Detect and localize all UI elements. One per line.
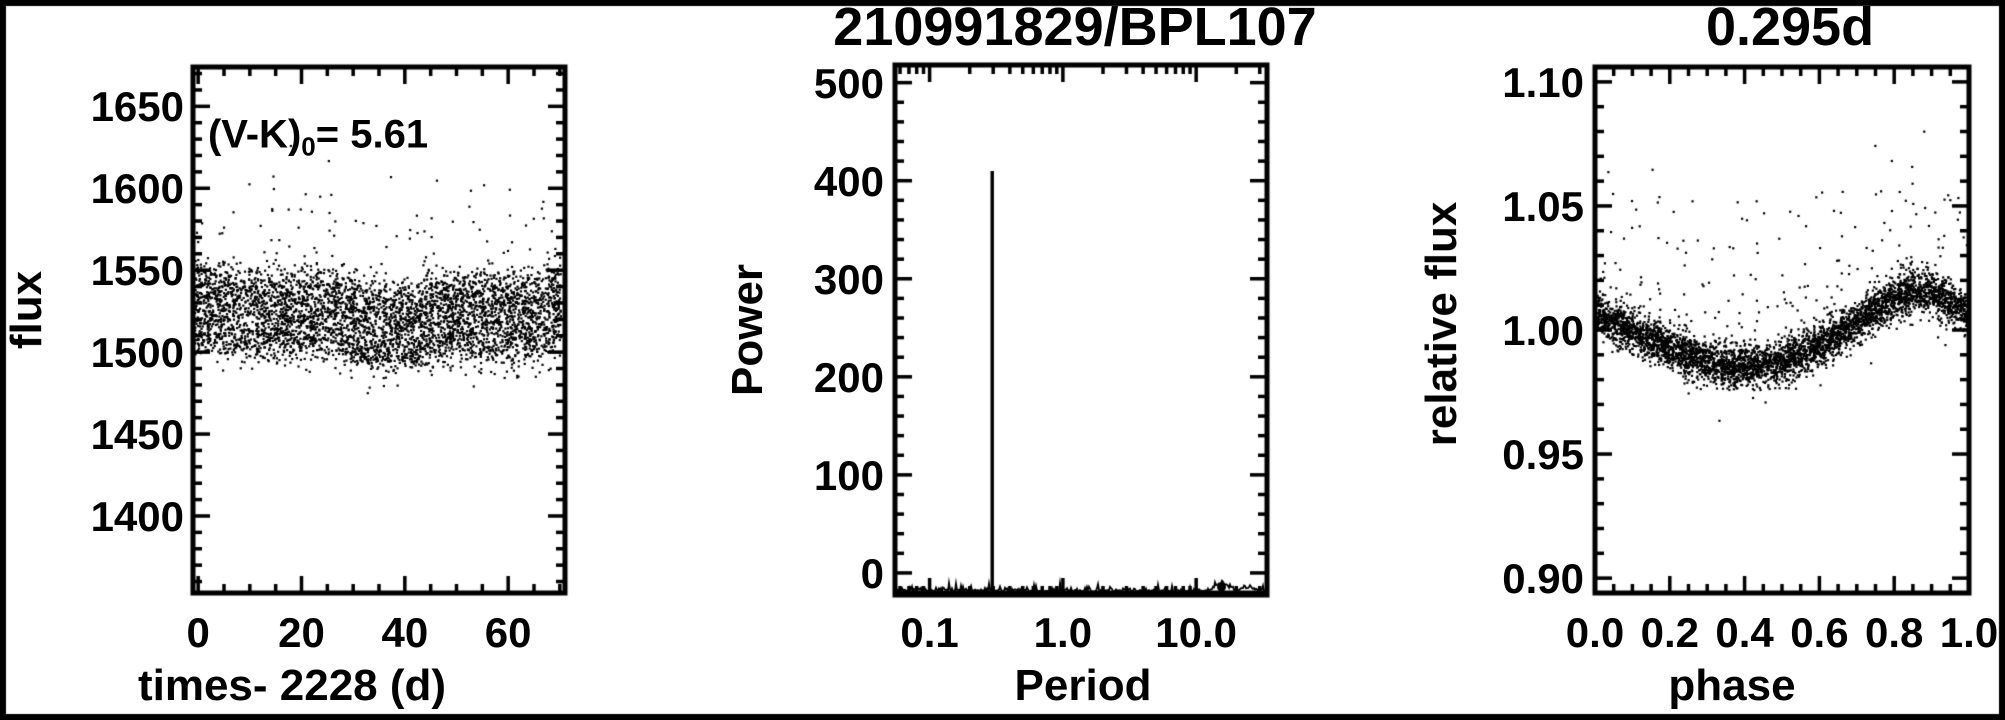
panel3-y-tick-label: 0.90: [1502, 555, 1584, 603]
panel3-x-tick-label: 0.6: [1790, 609, 1849, 656]
panel3-x-tick-label: 0.2: [1640, 609, 1699, 656]
phased-y-axis-title: relative flux: [1417, 201, 1466, 447]
panel1-x-tick-label: 40: [381, 609, 429, 656]
panel1-x-tick-label: 20: [278, 609, 325, 656]
phased-x-axis-title: phase: [1668, 661, 1796, 710]
phased-panel-title: 0.295d: [1705, 0, 1875, 57]
panel3-y-tick-label: 1.10: [1502, 58, 1584, 106]
panel3-y-tick-label: 1.00: [1502, 307, 1584, 354]
panel2-y-tick-label: 200: [813, 353, 884, 401]
panel3-x-tick-label: 0.0: [1565, 609, 1625, 656]
periodogram-title: 210991829/BPL107: [833, 0, 1317, 57]
annotation-post: = 5.61: [315, 112, 429, 157]
periodogram-x-axis-title: Period: [1014, 661, 1152, 710]
panel1-y-tick-label: 1400: [90, 492, 184, 540]
panel2-y-tick-label: 100: [813, 451, 884, 499]
annotation-pre: (V-K): [207, 112, 302, 157]
lightcurve-y-axis-title: flux: [2, 270, 51, 350]
panel1-y-tick-label: 1600: [90, 165, 184, 213]
color-index-annotation: (V-K)0= 5.61: [208, 115, 428, 160]
panel3-x-tick-label: 0.4: [1715, 609, 1774, 656]
panel2-x-tick-label: 1.0: [1033, 609, 1093, 656]
panel3-y-tick-label: 0.95: [1502, 431, 1584, 479]
panel1-y-tick-label: 1450: [90, 411, 184, 459]
annotation-subscript: 0: [301, 131, 316, 162]
periodogram-y-axis-title: Power: [723, 263, 772, 397]
panel2-x-tick-label: 10.0: [1155, 609, 1238, 656]
panel2-y-tick-label: 300: [813, 255, 884, 303]
panel3-y-tick-label: 1.05: [1502, 182, 1584, 230]
panel2-x-tick-label: 0.1: [900, 609, 959, 656]
panel1-y-tick-label: 1650: [90, 83, 184, 131]
panel1-x-tick-label: 0: [186, 609, 210, 656]
panel3-x-tick-label: 0.8: [1864, 609, 1924, 656]
panel2-y-tick-label: 400: [813, 157, 884, 205]
panel3-x-tick-label: 1.0: [1939, 609, 1999, 656]
panel2-y-tick-label: 0: [860, 549, 884, 597]
panel1-x-tick-label: 60: [484, 609, 532, 656]
panel1-y-tick-label: 1550: [90, 247, 184, 295]
panel2-y-tick-label: 500: [813, 59, 884, 107]
lightcurve-x-axis-title: times- 2228 (d): [137, 661, 447, 710]
panel1-y-tick-label: 1500: [90, 329, 184, 377]
